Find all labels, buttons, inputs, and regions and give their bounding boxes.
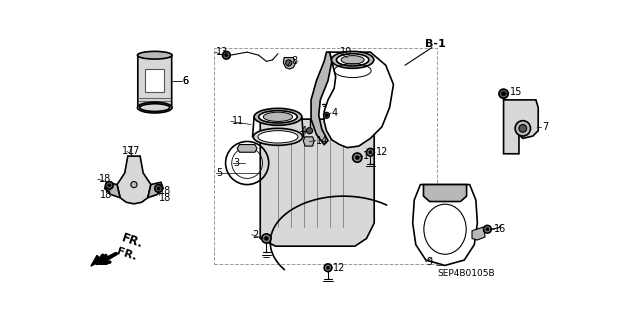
Circle shape [223, 51, 230, 59]
Polygon shape [105, 182, 120, 198]
Polygon shape [424, 185, 467, 202]
Polygon shape [95, 256, 106, 266]
Text: 12: 12 [333, 263, 346, 273]
Text: 18: 18 [159, 193, 171, 203]
Ellipse shape [258, 131, 298, 143]
Ellipse shape [263, 112, 292, 122]
Circle shape [307, 128, 312, 134]
Ellipse shape [253, 128, 303, 145]
Circle shape [353, 153, 362, 162]
Text: 9: 9 [427, 256, 433, 267]
Circle shape [367, 148, 374, 156]
Circle shape [369, 151, 372, 154]
Circle shape [484, 226, 492, 233]
Text: 4: 4 [332, 108, 338, 118]
Circle shape [323, 112, 330, 118]
Polygon shape [284, 57, 296, 69]
Ellipse shape [138, 102, 172, 113]
Polygon shape [237, 145, 257, 152]
Circle shape [499, 89, 508, 98]
Text: B-1: B-1 [425, 40, 446, 49]
Text: 5: 5 [216, 168, 223, 178]
Circle shape [325, 114, 328, 117]
Circle shape [108, 184, 111, 187]
Text: 2: 2 [253, 230, 259, 240]
Polygon shape [413, 185, 477, 265]
Polygon shape [148, 182, 163, 198]
Circle shape [157, 187, 160, 190]
Text: 14: 14 [316, 136, 329, 146]
Text: FR.: FR. [115, 246, 138, 262]
Ellipse shape [332, 51, 374, 68]
Polygon shape [472, 227, 485, 240]
Text: FR.: FR. [120, 232, 145, 251]
Circle shape [324, 264, 332, 271]
Polygon shape [303, 137, 314, 146]
Circle shape [106, 182, 113, 189]
Text: 18: 18 [159, 186, 172, 196]
Text: 16: 16 [494, 224, 507, 234]
Text: 8: 8 [291, 56, 297, 66]
Text: 1: 1 [364, 151, 369, 161]
Polygon shape [311, 52, 332, 145]
Text: 11: 11 [232, 116, 244, 126]
Text: 17: 17 [122, 146, 134, 157]
Text: 15: 15 [509, 87, 522, 97]
Circle shape [225, 54, 228, 57]
Ellipse shape [138, 51, 172, 59]
Text: 6: 6 [182, 76, 189, 85]
Ellipse shape [341, 56, 364, 64]
Circle shape [262, 234, 271, 243]
Circle shape [131, 182, 137, 188]
Ellipse shape [337, 54, 369, 66]
Polygon shape [117, 156, 151, 204]
Text: 6: 6 [182, 76, 189, 85]
Text: 10: 10 [340, 47, 352, 57]
Circle shape [264, 237, 268, 241]
Ellipse shape [140, 104, 170, 111]
Bar [145, 69, 164, 92]
Text: 4: 4 [300, 126, 307, 136]
Circle shape [515, 121, 531, 136]
Text: 13: 13 [216, 47, 228, 57]
Ellipse shape [254, 108, 302, 125]
Circle shape [326, 266, 330, 269]
Circle shape [486, 228, 489, 231]
Polygon shape [91, 256, 102, 266]
Circle shape [155, 185, 163, 192]
Circle shape [502, 92, 506, 96]
Circle shape [355, 156, 359, 160]
Bar [214, 48, 437, 264]
Text: 18: 18 [100, 189, 113, 200]
Circle shape [285, 60, 292, 66]
Text: 7: 7 [542, 122, 548, 132]
Text: 12: 12 [376, 147, 388, 157]
Polygon shape [260, 119, 374, 246]
Ellipse shape [259, 111, 297, 123]
Polygon shape [504, 100, 538, 154]
Circle shape [519, 124, 527, 132]
Polygon shape [138, 55, 172, 112]
Text: 3: 3 [234, 158, 239, 168]
Text: SEP4B0105B: SEP4B0105B [437, 269, 495, 278]
Polygon shape [324, 52, 394, 148]
Text: 18: 18 [99, 174, 111, 184]
Text: 17: 17 [128, 146, 140, 157]
